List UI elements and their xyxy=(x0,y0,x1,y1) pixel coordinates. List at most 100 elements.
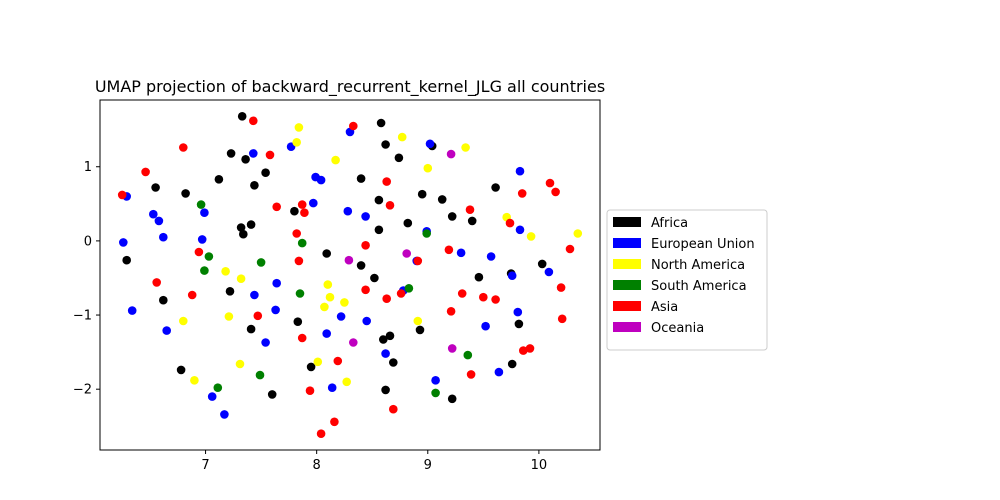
point-north-america xyxy=(340,298,349,307)
point-european-union xyxy=(507,271,517,281)
point-asia xyxy=(297,200,307,209)
y-tick-label: 1 xyxy=(84,160,92,175)
point-asia xyxy=(382,177,392,186)
point-asia xyxy=(305,386,315,396)
point-oceania xyxy=(402,249,412,258)
point-asia xyxy=(152,278,161,287)
point-european-union xyxy=(272,278,282,288)
point-africa xyxy=(246,220,256,229)
point-africa xyxy=(381,140,390,149)
point-european-union xyxy=(481,321,490,331)
point-africa xyxy=(267,390,277,399)
y-tick-label: 0 xyxy=(84,234,92,249)
point-oceania xyxy=(447,344,457,353)
point-north-america xyxy=(526,232,536,241)
point-africa xyxy=(241,155,250,164)
point-africa xyxy=(374,225,384,235)
point-asia xyxy=(333,356,343,366)
point-africa xyxy=(159,295,168,305)
point-asia xyxy=(316,429,326,439)
point-africa xyxy=(226,149,236,158)
point-asia xyxy=(292,229,302,238)
x-tick-label: 7 xyxy=(201,458,209,473)
point-africa xyxy=(381,385,390,395)
point-africa xyxy=(437,195,447,204)
point-africa xyxy=(322,249,332,258)
point-european-union xyxy=(486,252,496,261)
point-european-union xyxy=(343,206,353,216)
point-european-union xyxy=(362,316,372,326)
point-asia xyxy=(551,187,560,197)
point-european-union xyxy=(261,338,270,347)
point-north-america xyxy=(573,229,583,238)
x-tick-label: 10 xyxy=(531,458,548,473)
y-tick-label: −2 xyxy=(73,383,92,398)
chart-title: UMAP projection of backward_recurrent_ke… xyxy=(95,77,605,97)
point-north-america xyxy=(320,302,329,312)
point-africa xyxy=(374,195,384,205)
point-africa xyxy=(376,118,386,128)
point-european-union xyxy=(361,212,370,221)
point-european-union xyxy=(515,166,525,176)
point-asia xyxy=(141,167,150,177)
point-asia xyxy=(297,333,307,343)
point-asia xyxy=(361,241,370,250)
point-africa xyxy=(467,216,477,226)
point-south-america xyxy=(213,383,223,393)
point-africa xyxy=(261,168,270,177)
point-asia xyxy=(396,289,406,298)
plot-frame xyxy=(99,99,601,451)
point-north-america xyxy=(342,377,352,387)
point-africa xyxy=(389,358,398,367)
point-asia xyxy=(479,292,488,302)
point-africa xyxy=(394,153,404,163)
point-africa xyxy=(237,112,247,121)
point-european-union xyxy=(159,232,168,242)
point-south-america xyxy=(200,266,209,275)
point-european-union xyxy=(381,349,390,358)
point-european-union xyxy=(327,383,337,393)
point-asia xyxy=(444,245,454,255)
point-european-union xyxy=(250,290,259,300)
legend-swatch-asia xyxy=(613,301,641,311)
point-africa xyxy=(239,229,248,239)
point-south-america xyxy=(297,238,307,248)
point-africa xyxy=(151,183,160,192)
point-asia xyxy=(466,370,476,379)
point-european-union xyxy=(431,376,440,385)
point-africa xyxy=(181,189,190,198)
point-north-america xyxy=(294,123,304,132)
point-africa xyxy=(514,319,524,329)
point-africa xyxy=(370,273,379,283)
point-south-america xyxy=(204,252,214,261)
legend-swatch-south-america xyxy=(613,280,641,290)
point-oceania xyxy=(349,338,358,347)
point-north-america xyxy=(423,163,433,173)
point-european-union xyxy=(336,312,346,321)
point-oceania xyxy=(446,149,456,159)
legend-swatch-north-america xyxy=(613,259,641,269)
point-asia xyxy=(265,150,275,160)
point-asia xyxy=(349,121,358,131)
point-european-union xyxy=(544,267,554,277)
point-asia xyxy=(194,247,204,257)
point-south-america xyxy=(196,200,206,209)
x-tick-label: 9 xyxy=(424,458,432,473)
legend-box xyxy=(606,209,768,351)
point-africa xyxy=(491,183,500,192)
point-asia xyxy=(382,294,392,304)
point-africa xyxy=(246,324,256,334)
point-north-america xyxy=(313,357,323,367)
legend-swatch-africa xyxy=(613,217,641,227)
point-south-america xyxy=(255,370,265,380)
point-asia xyxy=(545,178,555,188)
point-asia xyxy=(557,314,567,324)
point-european-union xyxy=(207,392,217,401)
point-european-union xyxy=(249,149,258,158)
point-european-union xyxy=(513,307,523,317)
point-north-america xyxy=(331,155,340,165)
point-asia xyxy=(491,295,500,304)
point-european-union xyxy=(271,305,280,315)
point-asia xyxy=(385,201,395,210)
